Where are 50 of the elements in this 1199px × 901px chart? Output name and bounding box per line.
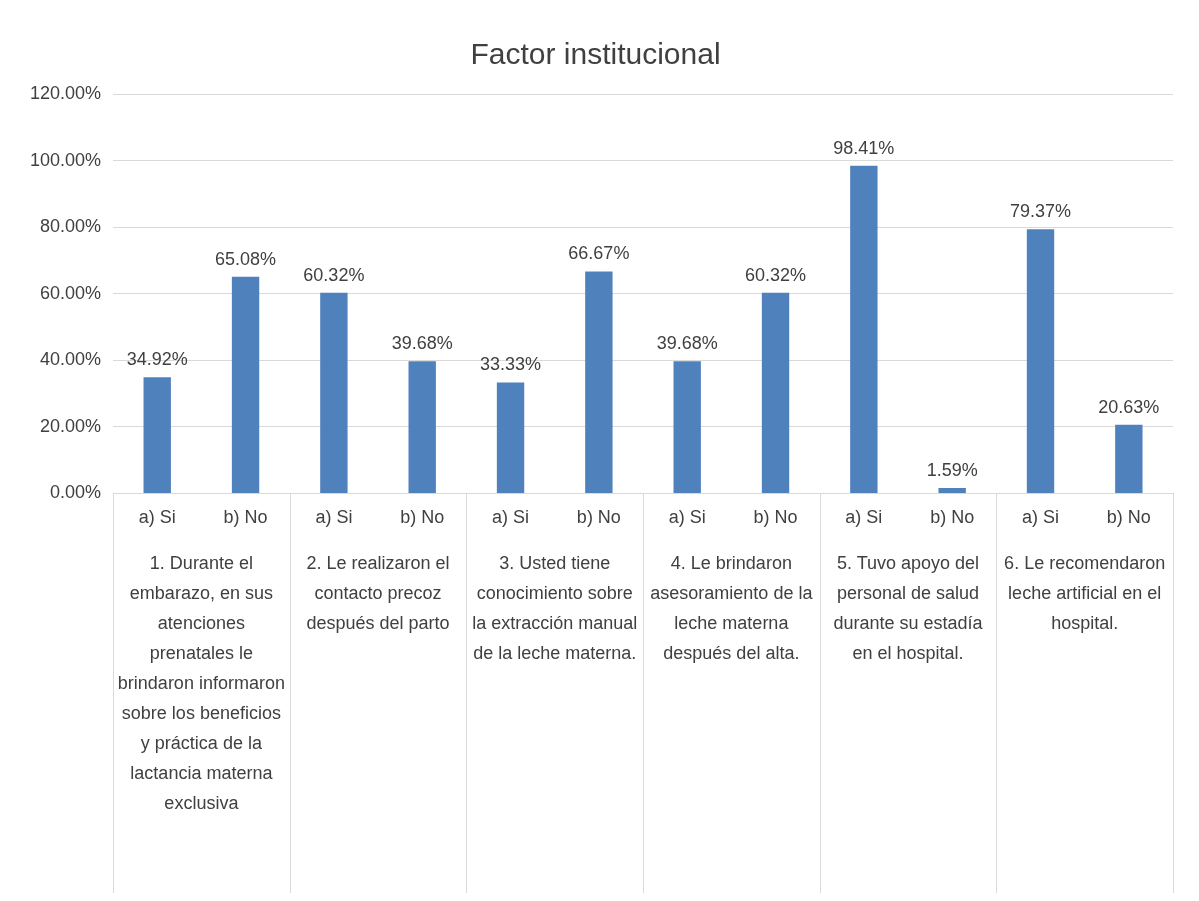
x-tick-label: a) Si xyxy=(1022,507,1060,528)
x-tick-label: a) Si xyxy=(138,507,176,528)
x-tick-label: b) No xyxy=(223,507,268,528)
x-tick-label: a) Si xyxy=(668,507,706,528)
bar xyxy=(320,292,348,493)
text: 2. Le realizaron el contacto precoz después del parto xyxy=(306,553,450,634)
y-tick-label: 120.00% xyxy=(30,82,102,103)
data-label: 39.68% xyxy=(391,333,453,354)
text: 5. Tuvo apoyo del personal de salud durante su estadía en el hospital. xyxy=(833,553,984,664)
data-label: 65.08% xyxy=(215,248,277,269)
y-tick-label: 20.00% xyxy=(40,415,102,436)
text: 6. Le recomendaron leche artificial en el hospital. xyxy=(1004,553,1166,634)
y-tick-label: 40.00% xyxy=(40,349,102,370)
bar xyxy=(231,276,260,493)
data-label: 79.37% xyxy=(1009,201,1072,222)
bar xyxy=(143,377,171,493)
x-tick-label: a) Si xyxy=(492,507,530,528)
text: 3. Usted tiene conocimiento sobre la extracción manual de la leche materna. xyxy=(472,553,638,664)
x-tick-label: a) Si xyxy=(845,507,883,528)
x-tick-label: b) No xyxy=(400,507,445,528)
chart-title: Factor institucional xyxy=(470,37,721,71)
text: 1. Durante el embarazo, en sus atenciones prenatales le brindaron informaron sobre los beneficios y práctica de la lactancia materna exclusiva xyxy=(117,553,285,814)
y-tick-label: 80.00% xyxy=(40,216,102,237)
text: 4. Le brindaron asesoramiento de la leche materna después del alta. xyxy=(650,553,814,664)
data-label: 33.33% xyxy=(480,354,542,375)
bar xyxy=(673,361,701,493)
bar xyxy=(850,165,878,493)
x-tick-label: b) No xyxy=(576,507,621,528)
data-label: 20.63% xyxy=(1098,396,1160,417)
y-tick-label: 0.00% xyxy=(50,482,102,503)
data-label: 66.67% xyxy=(568,243,630,264)
bar xyxy=(585,271,613,493)
x-tick-label: b) No xyxy=(753,507,798,528)
bar xyxy=(938,488,966,493)
data-label: 60.32% xyxy=(303,264,365,285)
data-label: 98.41% xyxy=(833,137,895,158)
bar xyxy=(496,382,525,493)
data-label: 1.59% xyxy=(926,460,978,481)
bar xyxy=(408,361,436,493)
x-tick-label: b) No xyxy=(1106,507,1151,528)
bar xyxy=(761,292,790,493)
x-tick-label: a) Si xyxy=(315,507,353,528)
x-tick-label: b) No xyxy=(930,507,975,528)
bar xyxy=(1026,229,1055,493)
data-label: 39.68% xyxy=(656,333,718,354)
data-label: 60.32% xyxy=(744,264,807,285)
y-tick-label: 100.00% xyxy=(30,149,102,170)
bar xyxy=(1115,424,1143,493)
data-label: 34.92% xyxy=(126,349,188,370)
y-tick-label: 60.00% xyxy=(40,282,102,303)
